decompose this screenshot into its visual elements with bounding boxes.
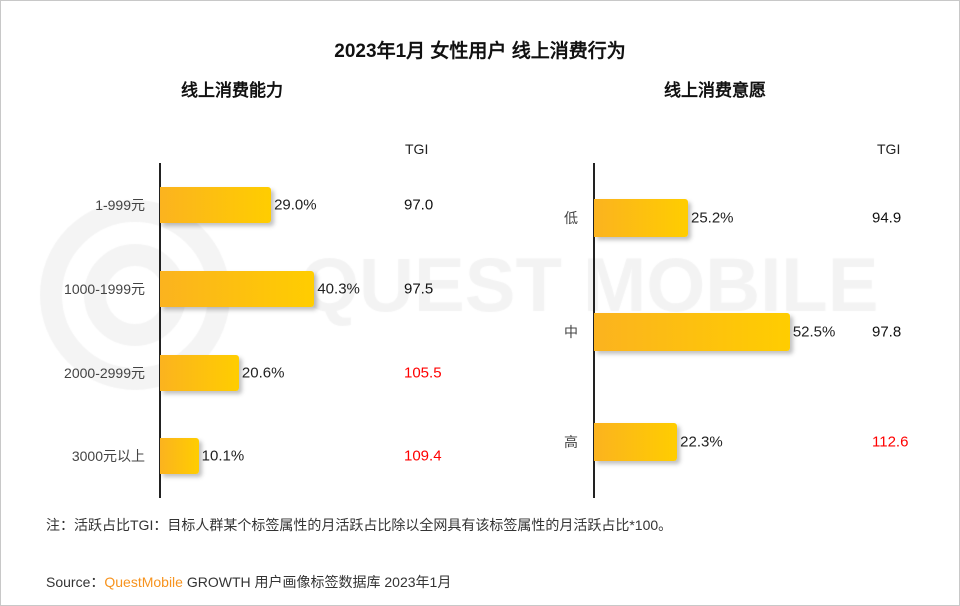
source-line: Source：QuestMobile GROWTH 用户画像标签数据库 2023… [46,572,451,592]
footnote: 注：活跃占比TGI：目标人群某个标签属性的月活跃占比除以全网具有该标签属性的月活… [46,517,673,533]
source-text: GROWTH 用户画像标签数据库 2023年1月 [182,574,452,590]
left-chart-title: 线上消费能力 [181,81,283,100]
category-label: 低 [564,210,578,226]
value-label: 52.5% [792,323,836,341]
right-axis [593,163,595,498]
bar [160,355,239,391]
left-axis [159,163,161,498]
right-tgi-header: TGI [877,141,901,157]
bar [594,423,678,461]
value-label: 10.1% [201,447,245,465]
category-label: 2000-2999元 [64,365,145,381]
tgi-value: 94.9 [872,209,902,227]
value-label: 25.2% [690,209,734,227]
category-label: 中 [564,324,578,340]
tgi-value: 109.4 [404,447,442,465]
value-label: 29.0% [274,196,317,214]
category-label: 3000元以上 [71,448,145,464]
category-label: 高 [564,434,578,450]
bar [160,271,315,307]
value-label: 40.3% [317,280,360,298]
tgi-value: 97.8 [872,323,902,341]
left-tgi-header: TGI [405,141,429,157]
value-label: 20.6% [241,364,285,382]
category-label: 1000-1999元 [64,281,145,297]
category-label: 1-999元 [95,197,145,213]
bar [594,199,688,237]
tgi-value: 97.5 [404,280,434,298]
page-title: 2023年1月 女性用户 线上消费行为 [334,41,626,62]
tgi-value: 97.0 [404,196,434,214]
source-brand: QuestMobile [104,574,183,590]
source-label: Source： [46,574,105,590]
right-chart-title: 线上消费意愿 [664,81,766,100]
tgi-value: 105.5 [404,364,442,382]
tgi-value: 112.6 [872,433,909,451]
bar [160,187,272,223]
bar [160,438,199,474]
value-label: 22.3% [680,433,723,451]
bar [594,313,790,351]
